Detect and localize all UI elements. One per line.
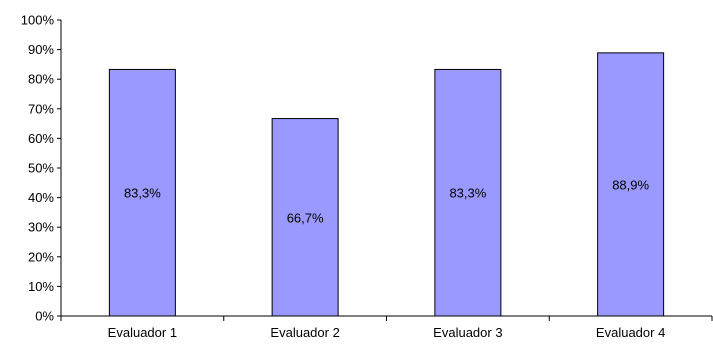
x-tick-label: Evaluador 2 — [270, 325, 339, 340]
y-tick-label: 20% — [28, 249, 54, 264]
y-tick-label: 30% — [28, 220, 54, 235]
x-tick-label: Evaluador 4 — [596, 325, 665, 340]
y-tick-label: 50% — [28, 161, 54, 176]
y-tick-label: 10% — [28, 279, 54, 294]
data-label: 88,9% — [612, 177, 649, 192]
y-tick-label: 100% — [21, 13, 55, 28]
x-tick-label: Evaluador 1 — [108, 325, 177, 340]
y-tick-label: 80% — [28, 72, 54, 87]
y-tick-label: 0% — [35, 309, 54, 324]
bar — [434, 68, 502, 317]
bars-group — [108, 52, 665, 317]
data-labels-group: 83,3% 66,7% 83,3% 88,9% — [124, 177, 650, 225]
bar — [597, 52, 665, 317]
y-tick-label: 90% — [28, 42, 54, 57]
bar — [271, 118, 339, 317]
data-label: 66,7% — [287, 210, 324, 225]
data-label: 83,3% — [449, 186, 486, 201]
x-tick-label: Evaluador 3 — [433, 325, 502, 340]
y-tick-label: 40% — [28, 190, 54, 205]
y-axis-ticks: 0% 10% 20% 30% 40% 50% 60% 70% 80% 90% 100% — [21, 13, 61, 324]
bar — [108, 68, 176, 317]
x-axis-ticks: Evaluador 1 Evaluador 2 Evaluador 3 Evaluad… — [60, 316, 713, 340]
data-label: 83,3% — [124, 186, 161, 201]
y-tick-label: 70% — [28, 101, 54, 116]
y-tick-label: 60% — [28, 131, 54, 146]
